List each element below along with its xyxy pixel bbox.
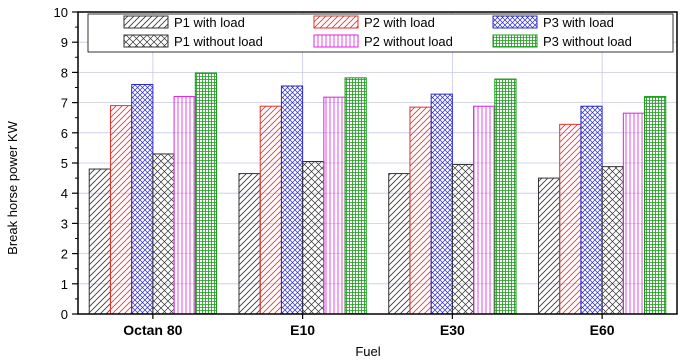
- legend-swatch-p1-without-load: [123, 34, 169, 48]
- y-tick-label: 0: [61, 307, 68, 322]
- x-tick-label-octan-80: Octan 80: [123, 322, 182, 338]
- bar-p3-without-load-e30: [494, 78, 517, 315]
- bar-p3-without-load-e60: [644, 96, 667, 315]
- bar-p1-without-load-e10: [302, 160, 325, 315]
- legend-swatch-p3-with-load: [492, 15, 538, 29]
- bar-p2-with-load-e60: [559, 123, 582, 315]
- y-tick-label: 1: [61, 277, 68, 292]
- bar-p1-with-load-e60: [537, 177, 561, 315]
- bar-p3-with-load-octan-80: [131, 83, 154, 315]
- y-tick-label: 7: [61, 96, 68, 111]
- bar-p1-without-load-octan-80: [152, 153, 175, 315]
- x-axis-title: Fuel: [355, 344, 380, 359]
- bar-p3-with-load-e60: [580, 105, 603, 315]
- x-tick-label-e60: E60: [590, 322, 615, 338]
- bar-p2-with-load-e10: [259, 105, 282, 315]
- y-tick-label: 4: [61, 186, 68, 201]
- bar-p3-with-load-e10: [280, 85, 304, 315]
- x-tick-label-e30: E30: [440, 322, 465, 338]
- y-tick-label: 2: [61, 247, 68, 262]
- legend: P1 with load P2 with load P3 with load P1 w…: [87, 13, 674, 53]
- bar-p1-with-load-octan-80: [88, 168, 111, 315]
- bar-p2-with-load-e30: [409, 106, 432, 315]
- legend-box: [87, 13, 674, 53]
- bar-p2-without-load-e30: [473, 105, 496, 315]
- bar-p1-without-load-e60: [601, 166, 624, 315]
- y-axis-title: Break horse power KW: [5, 120, 20, 254]
- legend-label-p2-without-load: P2 without load: [364, 34, 453, 49]
- legend-label-p1-with-load: P1 with load: [174, 15, 245, 30]
- ticks: 0 1 2 3 4 5 6 7 8 9 10 Octan 80 E10 E30 E60: [54, 5, 615, 338]
- bar-p1-without-load-e30: [451, 164, 475, 315]
- legend-label-p1-without-load: P1 without load: [174, 34, 263, 49]
- y-tick-label: 5: [61, 156, 68, 171]
- y-tick-label: 8: [61, 65, 68, 80]
- bar-p2-with-load-octan-80: [109, 105, 133, 315]
- y-tick-label: 10: [54, 5, 68, 20]
- legend-swatch-p3-without-load: [492, 34, 538, 48]
- legend-swatch-p2-without-load: [313, 34, 359, 48]
- legend-swatch-p2-with-load: [313, 15, 359, 29]
- y-tick-label: 9: [61, 35, 68, 50]
- y-tick-label: 6: [61, 126, 68, 141]
- bar-p3-without-load-octan-80: [194, 72, 218, 315]
- bar-p1-with-load-e10: [238, 173, 261, 315]
- legend-label-p2-with-load: P2 with load: [364, 15, 435, 30]
- x-tick-label-e10: E10: [290, 322, 315, 338]
- legend-label-p3-without-load: P3 without load: [543, 34, 632, 49]
- bar-p1-with-load-e30: [388, 173, 411, 315]
- bar-p2-without-load-e60: [622, 112, 646, 315]
- legend-label-p3-with-load: P3 with load: [543, 15, 614, 30]
- bar-p3-without-load-e10: [344, 77, 367, 315]
- bars: [88, 72, 667, 315]
- bar-p2-without-load-e10: [323, 96, 346, 315]
- bar-p2-without-load-octan-80: [173, 96, 196, 315]
- y-tick-label: 3: [61, 216, 68, 231]
- legend-swatch-p1-with-load: [123, 15, 169, 29]
- bar-p3-with-load-e30: [430, 93, 453, 315]
